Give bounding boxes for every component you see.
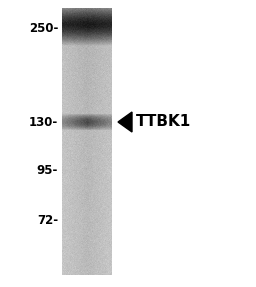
Text: TTBK1: TTBK1 — [136, 115, 191, 129]
Text: 130-: 130- — [29, 115, 58, 129]
Text: 72-: 72- — [37, 214, 58, 226]
Text: 250-: 250- — [29, 22, 58, 34]
Text: 95-: 95- — [37, 164, 58, 177]
Polygon shape — [118, 112, 132, 132]
